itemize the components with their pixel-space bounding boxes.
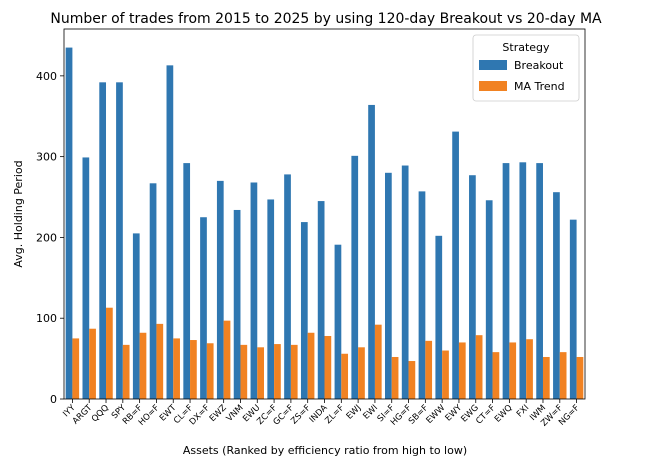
bar-breakout-fxi [519,162,527,399]
bar-ma-trend-eww [442,350,449,399]
bar-ma-trend-inda [324,335,332,399]
bar-breakout-zw-f [553,192,560,399]
bar-breakout-ewg [469,175,476,399]
legend-label-breakout: Breakout [514,59,564,72]
bar-breakout-vnm [233,209,241,399]
bar-breakout-eww [435,235,443,399]
bar-breakout-ho-f [149,183,157,399]
bar-breakout-iwm [536,163,543,399]
legend-label-ma-trend: MA Trend [514,80,565,93]
bar-ma-trend-zl-f [341,353,349,399]
y-tick-label: 300 [36,151,57,164]
bar-ma-trend-cl-f [190,340,197,399]
bar-breakout-ewi [368,104,375,399]
bar-ma-trend-ho-f [156,323,164,399]
x-tick-label: VNM [225,403,246,424]
bar-breakout-ct-f [485,200,493,399]
bar-ma-trend-ewu [257,347,264,399]
bar-breakout-ewy [452,131,459,399]
bar-ma-trend-ewj [358,347,365,399]
bar-breakout-ewu [250,182,258,399]
bar-breakout-dx-f [200,217,207,399]
bar-ma-trend-zc-f [274,344,281,399]
bar-breakout-zs-f [300,222,308,399]
x-tick-label: SB=F [407,403,431,427]
bar-breakout-inda [317,201,325,399]
bar-ma-trend-ewq [509,342,517,399]
y-axis-label: Avg. Holding Period [12,160,25,267]
bar-breakout-rb-f [132,233,140,399]
bar-breakout-ewj [351,155,359,399]
bar-ma-trend-spy [122,344,130,399]
y-tick-label: 100 [36,312,57,325]
bar-ma-trend-ewy [458,342,466,399]
x-tick-label: QQQ [90,403,111,424]
bar-ma-trend-ewz [223,320,231,399]
bar-ma-trend-ng-f [576,356,584,399]
x-axis: IYYARGTQQQSPYRB=FHO=FEWTCL=FDX=FEWZVNMEW… [61,399,582,429]
x-axis-label: Assets (Ranked by efficiency ratio from … [183,444,467,457]
x-tick-label: EWJ [345,403,364,422]
bar-ma-trend-si-f [391,356,399,399]
x-tick-label: EWQ [493,403,515,425]
x-tick-label: CT=F [474,403,498,427]
y-tick-label: 0 [50,393,57,406]
bar-breakout-ewt [166,65,174,399]
bar-breakout-ewq [502,163,510,399]
bar-breakout-qqq [99,82,107,399]
bar-breakout-iyy [65,47,73,399]
bar-ma-trend-ewg [475,335,483,399]
x-tick-label: EWW [425,403,448,426]
bar-ma-trend-sb-f [425,340,433,399]
bar-ma-trend-rb-f [139,332,147,399]
bar-breakout-ng-f [569,219,577,399]
bar-ma-trend-ewi [374,324,382,399]
bar-ma-trend-hg-f [408,361,416,399]
bar-breakout-argt [82,157,90,399]
x-tick-label: ZS=F [289,403,313,427]
bar-breakout-gc-f [284,174,291,399]
y-tick-label: 200 [36,231,57,244]
legend-swatch-breakout [479,60,507,70]
bar-breakout-ewz [216,180,224,399]
bar-ma-trend-qqq [106,307,113,399]
legend-title: Strategy [502,41,550,54]
bar-ma-trend-gc-f [290,344,298,399]
bar-breakout-zc-f [267,199,275,399]
bar-ma-trend-ewt [173,338,180,399]
bar-breakout-hg-f [401,165,409,399]
bar-ma-trend-zw-f [559,352,567,399]
bar-ma-trend-vnm [240,344,248,399]
y-tick-label: 400 [36,70,57,83]
bar-ma-trend-fxi [526,339,533,399]
bars-layer [65,47,584,399]
x-tick-label: EWZ [208,403,229,424]
x-tick-label: ZL=F [323,403,346,426]
chart-title: Number of trades from 2015 to 2025 by us… [50,11,602,27]
bar-breakout-spy [116,82,123,399]
bar-ma-trend-iyy [72,338,80,399]
legend: Strategy Breakout MA Trend [472,34,580,102]
bar-breakout-sb-f [418,191,426,399]
bar-breakout-cl-f [183,163,191,399]
bar-breakout-si-f [385,172,392,399]
bar-ma-trend-argt [89,328,96,399]
bar-breakout-zl-f [334,244,342,399]
bar-ma-trend-dx-f [206,343,214,399]
y-axis: 0 100 200 300 400 [36,70,64,406]
bar-ma-trend-iwm [542,356,550,399]
bar-ma-trend-ct-f [492,352,500,399]
legend-swatch-ma-trend [479,81,507,91]
bar-ma-trend-zs-f [307,332,315,399]
